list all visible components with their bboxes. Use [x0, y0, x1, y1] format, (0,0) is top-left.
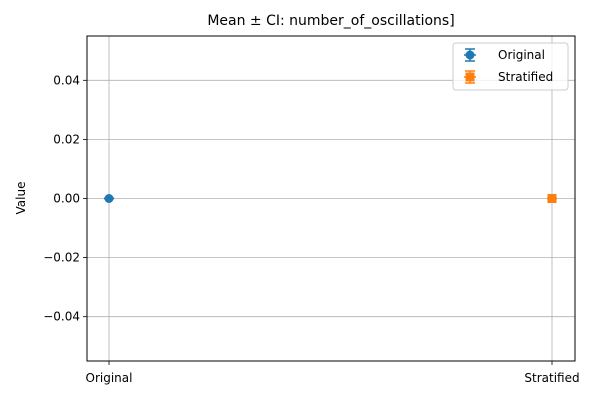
legend-label: Stratified — [498, 70, 553, 84]
data-marks — [104, 194, 557, 203]
legend-frame — [452, 42, 569, 91]
x-tick-label: Stratified — [524, 371, 579, 385]
y-axis: −0.04 −0.02 0.00 0.02 0.04 — [43, 73, 87, 324]
chart-title: Mean ± CI: number_of_oscillations] — [207, 13, 454, 29]
y-axis-label: Value — [14, 182, 28, 215]
y-tick-label: 0.02 — [53, 132, 80, 146]
data-point-stratified — [547, 194, 557, 203]
legend-marker-original — [465, 50, 475, 60]
legend-label: Original — [498, 48, 545, 62]
legend: Original Stratified — [452, 42, 569, 91]
y-tick-label: 0.00 — [53, 192, 80, 206]
x-axis: Original Stratified — [86, 361, 580, 385]
y-tick-label: −0.04 — [43, 310, 80, 324]
legend-marker-stratified — [465, 72, 475, 82]
x-tick-label: Original — [86, 371, 133, 385]
y-tick-label: 0.04 — [53, 73, 80, 87]
y-tick-label: −0.02 — [43, 251, 80, 265]
data-point-original — [104, 194, 114, 203]
